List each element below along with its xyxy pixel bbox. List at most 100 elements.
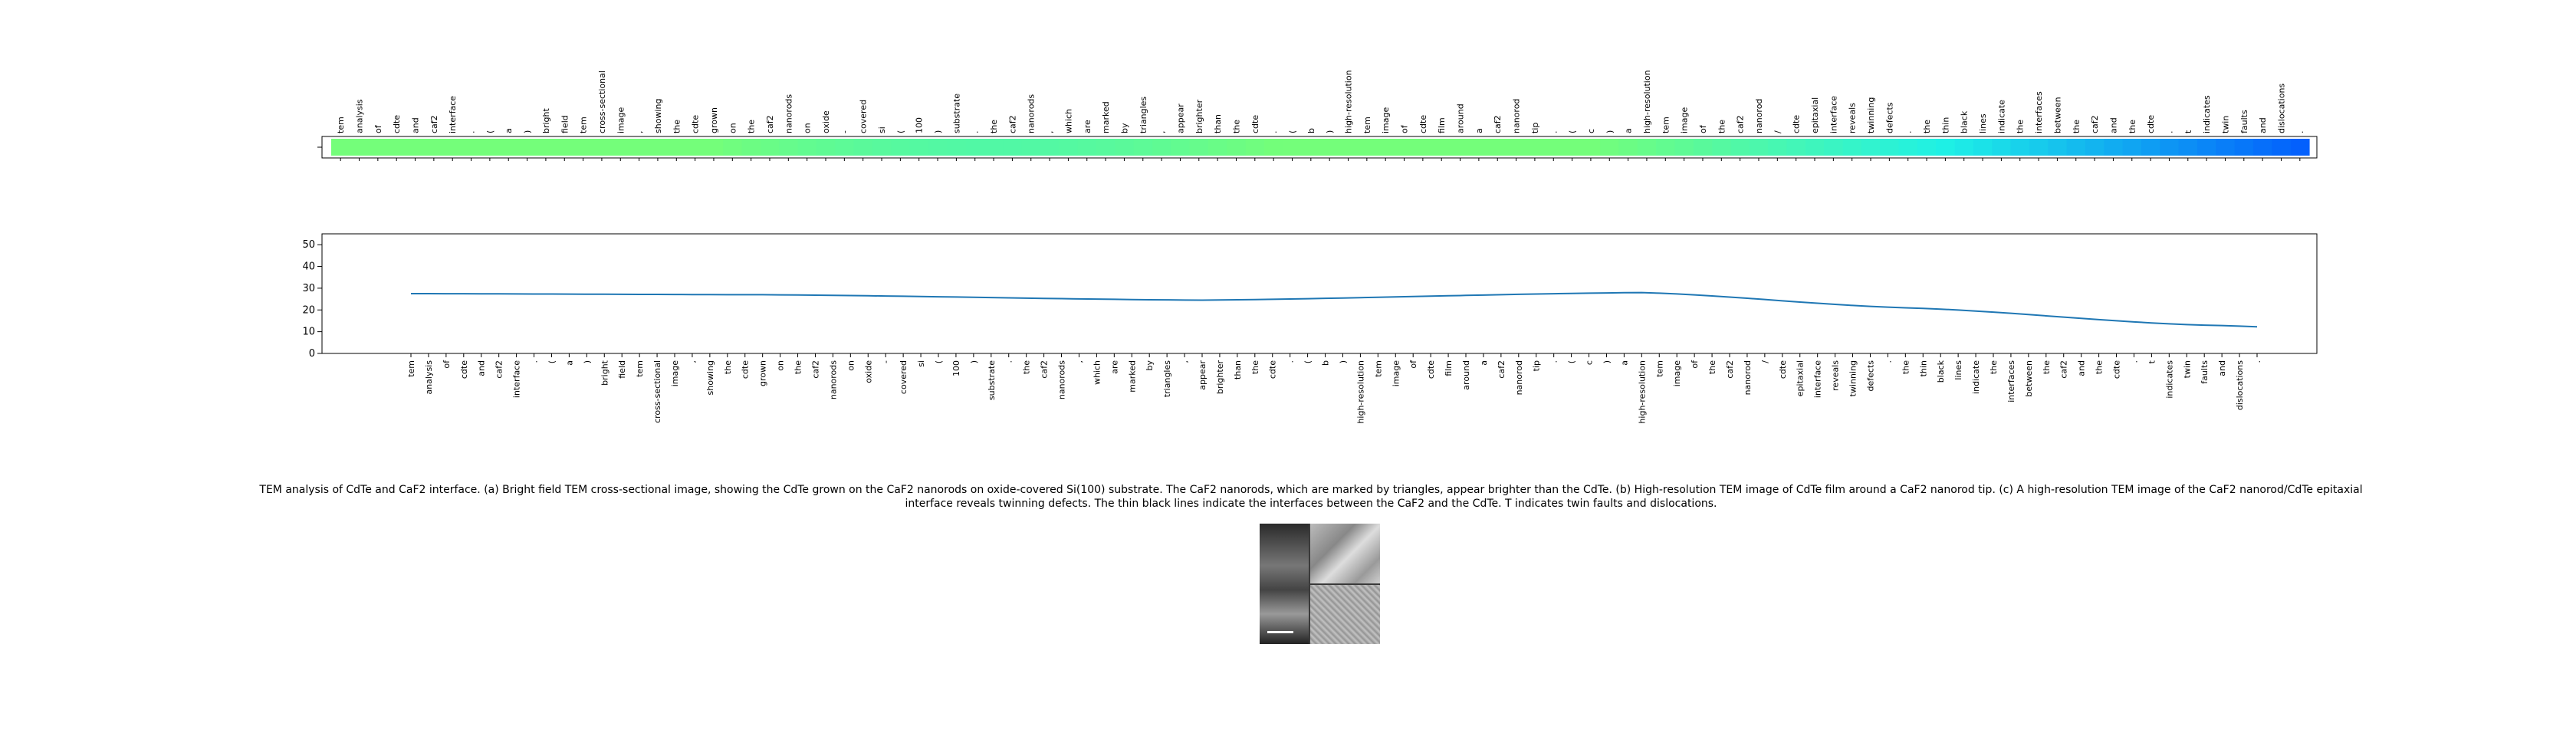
heatmap-cell — [1245, 139, 1265, 156]
x-tick-label: . — [1004, 360, 1014, 363]
x-tick-label: substrate — [987, 360, 997, 400]
x-tick-label: than — [1233, 360, 1243, 380]
x-tick-label: a — [1619, 360, 1629, 366]
x-tick-label: . — [1883, 360, 1893, 363]
heatmap-token-label: reveals — [1848, 103, 1858, 133]
x-tick-label: b — [1321, 360, 1331, 366]
heatmap-token-label: c — [1586, 129, 1596, 133]
x-tick-label: around — [1461, 360, 1471, 390]
heatmap-cell — [1320, 139, 1339, 156]
x-tick-label: the — [1250, 360, 1260, 374]
heatmap-cell — [685, 139, 705, 156]
heatmap-token-labels: tem analysis of cdte and caf2 interface.(a) bri… — [336, 70, 2305, 133]
heatmap-token-label: ( — [1568, 130, 1578, 133]
x-tick-label: interfaces — [2006, 360, 2016, 402]
x-tick-label: between — [2024, 360, 2034, 397]
heatmap-token-label: ( — [895, 130, 905, 133]
heatmap-cell — [872, 139, 892, 156]
heatmap-cell — [797, 139, 817, 156]
x-tick-label: the — [1901, 360, 1911, 374]
x-tick-label: epitaxial — [1796, 360, 1806, 396]
heatmap-token-label: cdte — [1418, 115, 1428, 133]
x-tick-label: cdte — [1778, 360, 1788, 379]
x-tick-label: caf2 — [2059, 360, 2069, 379]
heatmap-cell — [2066, 139, 2086, 156]
heatmap-cell — [1488, 139, 1507, 156]
x-tick-label: brighter — [1215, 360, 1225, 395]
heatmap-token-label: than — [1213, 114, 1223, 133]
heatmap-cell — [2085, 139, 2104, 156]
x-tick-label: the — [723, 360, 733, 374]
heatmap-cell — [2216, 139, 2236, 156]
heatmap-cell — [891, 139, 911, 156]
x-tick-label: marked — [1127, 360, 1137, 393]
x-tick-label: . — [1286, 360, 1296, 363]
heatmap-cell — [2178, 139, 2198, 156]
heatmap-cell — [1040, 139, 1060, 156]
x-tick-label: cdte — [459, 360, 469, 379]
heatmap-cell — [2048, 139, 2068, 156]
x-tick-label: tem — [406, 360, 416, 377]
heatmap-token-label: lines — [1978, 113, 1988, 133]
x-tick-label: tem — [635, 360, 645, 377]
heatmap-cell — [2234, 139, 2254, 156]
heatmap-cell — [2272, 139, 2292, 156]
x-tick-label: cdte — [1268, 360, 1278, 379]
x-tick-label: the — [794, 360, 803, 374]
heatmap-token-label: twinning — [1866, 97, 1876, 133]
x-tick-label: c — [1585, 360, 1595, 365]
heatmap-cell — [1693, 139, 1713, 156]
heatmap-cell — [741, 139, 761, 156]
heatmap-token-label: . — [1549, 131, 1559, 134]
x-tick-label: ( — [934, 360, 944, 363]
heatmap-cell — [2252, 139, 2272, 156]
heatmap-token-label: oxide — [821, 110, 831, 133]
heatmap-token-label: cross-sectional — [597, 71, 607, 133]
heatmap-cell — [1917, 139, 1937, 156]
heatmap-token-label: ( — [1287, 130, 1297, 133]
heatmap-cell — [1880, 139, 1900, 156]
x-tick-label: caf2 — [810, 360, 820, 379]
heatmap-token-label: cdte — [392, 115, 402, 133]
heatmap-cell — [1451, 139, 1470, 156]
heatmap-token-label: high-resolution — [1344, 70, 1354, 133]
heatmap-token-label: . — [2295, 131, 2305, 134]
heatmap-token-label: . — [467, 131, 477, 134]
x-tick-label: image — [1672, 360, 1682, 386]
heatmap-cell — [779, 139, 799, 156]
figure-thumbnail — [1260, 524, 1380, 644]
heatmap-cell — [1059, 139, 1079, 156]
heatmap-token-label: covered — [859, 100, 869, 133]
heatmap-token-label: the — [1717, 120, 1727, 133]
heatmap-token-label: cdte — [1250, 115, 1260, 133]
x-tick-label: and — [2077, 360, 2087, 376]
heatmap-token-label: and — [2108, 117, 2118, 133]
heatmap-cell — [1189, 139, 1209, 156]
heatmap-token-label: appear — [1175, 104, 1185, 133]
heatmap-cell — [1618, 139, 1638, 156]
heatmap-cell — [1992, 139, 2012, 156]
x-tick-label: caf2 — [1040, 360, 1050, 379]
scale-bar — [1267, 631, 1293, 633]
heatmap-token-label: showing — [653, 99, 663, 133]
x-tick-label: faults — [2200, 360, 2210, 384]
x-tick-label: twin — [2182, 360, 2192, 378]
x-tick-label: twinning — [1848, 360, 1858, 396]
heatmap-cell — [928, 139, 948, 156]
x-tick-label: nanorods — [1057, 360, 1067, 399]
heatmap-token-label: the — [672, 120, 682, 133]
heatmap-token-label: ) — [523, 130, 533, 133]
heatmap-cell — [1208, 139, 1227, 156]
x-tick-label: thin — [1918, 360, 1928, 376]
heatmap-cell — [1283, 139, 1303, 156]
heatmap-token-label: , — [635, 131, 645, 134]
x-tick-label: covered — [899, 360, 909, 394]
heatmap-token-label: the — [1231, 120, 1241, 133]
x-tick-label: the — [1022, 360, 1032, 374]
heatmap-cell — [387, 139, 406, 156]
heatmap-token-label: indicates — [2202, 95, 2212, 133]
heatmap-token-label: on — [803, 123, 813, 133]
heatmap-cell — [1171, 139, 1191, 156]
heatmap-token-label: defects — [1884, 102, 1894, 133]
